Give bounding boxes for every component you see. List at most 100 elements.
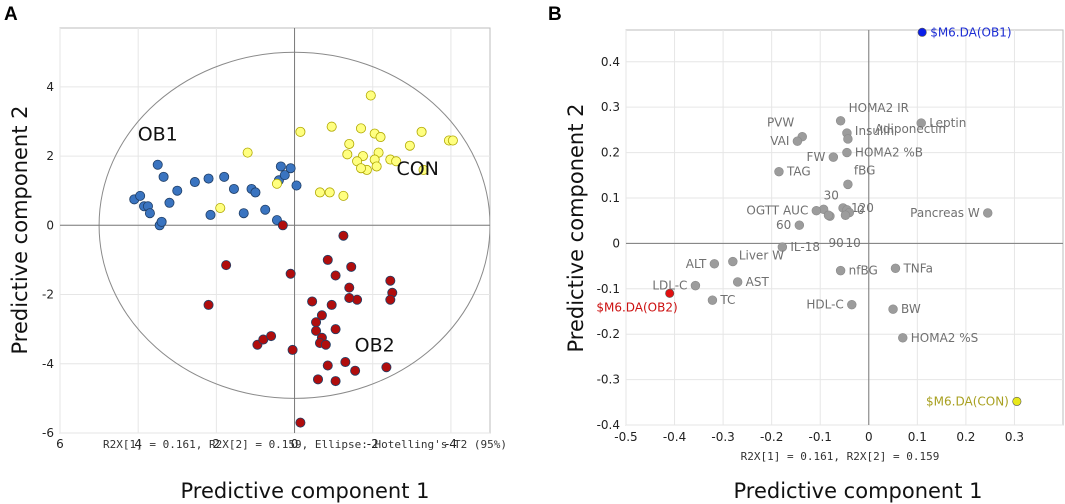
panel-a-point-ob1 (156, 216, 167, 227)
panel-a-point-con (242, 147, 253, 158)
panel-a-letter: A (4, 4, 18, 25)
panel-b-plot: -0.5 -0.4 -0.3 -0.2 -0.1 0 0.1 0.2 0.30.40.30.20… (596, 25, 1064, 444)
panel-b-point-label: TC (719, 293, 735, 307)
panel-a-point-ob1 (172, 185, 183, 196)
panel-b-point-label: IL-18 (790, 240, 820, 254)
panel-a-point-ob1 (144, 208, 155, 219)
panel-a-point-con (375, 132, 386, 143)
panel-b-point (983, 208, 993, 218)
panel-b-y-tick-label: 0.1 (601, 191, 620, 205)
panel-b-grid (625, 30, 1063, 426)
panel-b-x-tick-label: 0.1 (908, 430, 927, 444)
panel-a-point-con (215, 202, 226, 213)
panel-b-subtitle: R2X[1] = 0.161, R2X[2] = 0.159 (741, 450, 940, 463)
panel-b-y-tick-label: 0.4 (601, 55, 620, 69)
panel-a-zero-axes (60, 28, 490, 433)
panel-a-y-tick-label: -6 (42, 426, 54, 440)
panel-a-point-con (391, 156, 402, 167)
panel-a-point-ob1 (291, 180, 302, 191)
panel-a-points (129, 90, 458, 428)
panel-a-point-con (338, 190, 349, 201)
panel-a-y-tick-label: 4 (46, 80, 54, 94)
panel-a-y-tick-label: -4 (42, 357, 54, 371)
panel-b-point (707, 295, 718, 305)
panel-a-point-ob2 (311, 325, 322, 336)
panel-a-point-ob2 (385, 294, 396, 305)
panel-a-point-ob2 (307, 296, 318, 307)
panel-a-y-axis-label: Predictive component 2 (8, 105, 32, 354)
panel-b-point (835, 116, 846, 126)
panel-b-point-label: HDL-C (806, 298, 843, 312)
panel-b-point-label: $M6.DA(OB2) (596, 300, 677, 314)
panel-b-x-tick-label: -0.5 (614, 430, 637, 444)
panel-b-point (690, 280, 701, 291)
panel-a-point-ob2 (344, 292, 355, 303)
panel-a-y-tick-label: -2 (42, 288, 54, 302)
panel-b-x-tick-label: -0.1 (809, 430, 832, 444)
panel-b-point-label: TNFa (902, 261, 932, 275)
panel-b-x-axis-label: Predictive component 1 (733, 479, 982, 503)
panel-a-point-ob2 (344, 282, 355, 293)
panel-b-plot-area (625, 29, 1064, 426)
panel-a-point-con (342, 149, 353, 160)
panel-a-x-axis-label: Predictive component 1 (180, 479, 429, 503)
panel-a-point-ob1 (275, 161, 286, 172)
panel-b-y-tick-label: 0.3 (601, 100, 620, 114)
panel-a-point-ob2 (316, 310, 327, 321)
panel-b-ticks: -0.5 -0.4 -0.3 -0.2 -0.1 0 0.1 0.2 0.30.40.30.20… (597, 55, 1024, 444)
panel-b-point-label: VAI (770, 134, 789, 148)
panel-a-point-con (271, 178, 282, 189)
panel-a-x-tick-label: 0 (291, 437, 299, 451)
panel-a-point-ob1 (152, 159, 163, 170)
panel-b-point (728, 256, 738, 267)
panel-a-point-ob2 (381, 362, 392, 373)
panel-b-letter: B (548, 4, 562, 25)
panel-b-point (898, 333, 908, 343)
panel-a-point-con (416, 126, 427, 137)
panel-b-point (888, 304, 898, 314)
panel-b-point (823, 210, 834, 220)
panel-a-ticks: 6 4 2 0 -2 -4 4 2 0 -2 -4 -6 (42, 80, 457, 451)
panel-a-point-ob2 (287, 344, 298, 355)
panel-a-point-ob2 (285, 268, 296, 279)
panel-b-x-tick-label: 0 (865, 430, 873, 444)
panel-b-y-axis-label: Predictive component 2 (564, 103, 588, 352)
panel-a-point-con (355, 123, 366, 134)
panel-a-point-con (404, 140, 415, 151)
panel-a-group-labels: OB1 CON OB2 (138, 124, 439, 357)
panel-a-point-con (355, 163, 366, 174)
panel-b-point-label: Pancreas W (910, 206, 980, 220)
panel-b-point (835, 265, 846, 276)
panel-a-point-con (326, 121, 337, 132)
panel-b-y-tick-label: -0.2 (597, 327, 620, 341)
panel-b-point (665, 288, 675, 298)
panel-a-plot-area (59, 27, 491, 434)
panel-a-point-ob2 (350, 365, 361, 376)
panel-b-point-label: Insulin (855, 124, 894, 138)
panel-b-zero-axes (626, 30, 1063, 425)
panel-a-y-tick-label: 0 (46, 218, 54, 232)
panel-a-point-ob2 (330, 270, 341, 281)
panel-a-point-ob2 (338, 230, 349, 241)
panel-a-point-ob2 (277, 220, 288, 231)
panel-b-point-label: $M6.DA(CON) (926, 394, 1009, 408)
panel-a-point-ob1 (238, 208, 249, 219)
panel-a-point-ob1 (164, 197, 175, 208)
panel-b-point (890, 263, 901, 274)
panel-b-point-label: ALT (686, 257, 707, 271)
panel-b-point-label: 60 (776, 218, 791, 232)
panel-b-point (1012, 396, 1022, 406)
panel-b-point (777, 242, 788, 252)
panel-b-point (847, 299, 857, 310)
panel-a-point-ob2 (330, 324, 341, 335)
panel-b-point-label: HOMA2 %S (911, 331, 979, 345)
panel-a-point-con (344, 138, 355, 149)
panel-a-group-label-ob2: OB2 (355, 335, 395, 357)
panel-b-point (811, 206, 822, 216)
panel-b-points: $M6.DA(OB1) $M6.DA(OB2) $M6.DA(CON) HOMA2 I… (596, 25, 1022, 408)
panel-b-point (828, 152, 839, 162)
panel-b-y-tick-label: -0.3 (597, 373, 620, 387)
panel-b-point-label: BW (901, 302, 921, 316)
panel-b-point (840, 210, 851, 220)
panel-b-point-label: OGTT AUC (746, 204, 808, 218)
